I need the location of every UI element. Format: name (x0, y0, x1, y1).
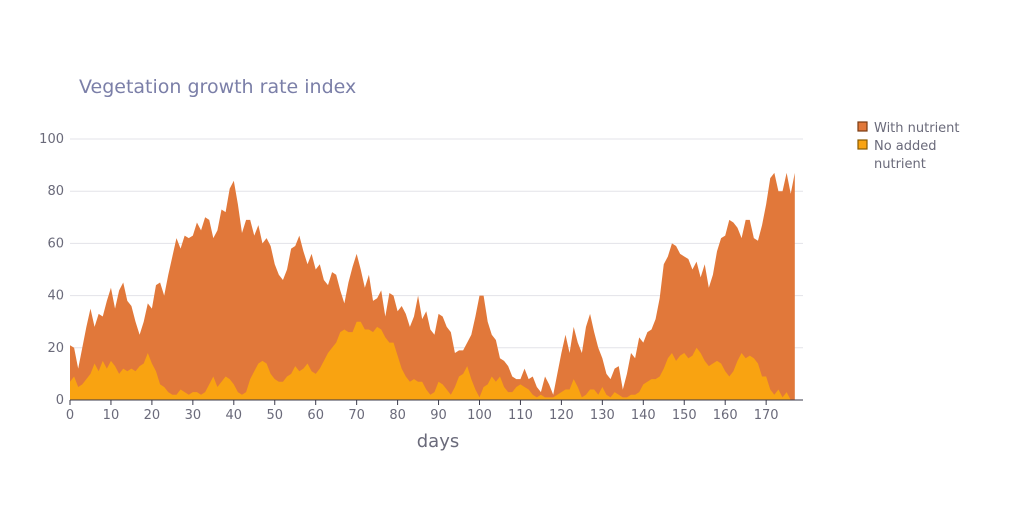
x-axis-title: days (417, 431, 460, 452)
legend-label: No added (874, 139, 937, 154)
area-series-no-added-nutrient[interactable] (70, 321, 795, 400)
axes: 0 20 40 60 80 100 0 10 20 30 40 50 60 70 80 90 100 110 120… (39, 132, 803, 423)
x-tick-label: 150 (672, 408, 697, 423)
legend-label: With nutrient (874, 121, 960, 136)
y-tick-label: 100 (39, 132, 64, 147)
x-tick-label: 60 (307, 408, 324, 423)
x-tick-label: 130 (590, 408, 615, 423)
y-tick-label: 0 (56, 393, 64, 408)
x-tick-label: 140 (631, 408, 656, 423)
y-tick-label: 60 (47, 236, 64, 251)
x-tick-label: 80 (389, 408, 406, 423)
x-tick-label: 30 (185, 408, 202, 423)
x-tick-label: 50 (266, 408, 283, 423)
plot-area (70, 172, 795, 400)
legend-item-with-nutrient[interactable]: With nutrient (857, 121, 960, 136)
x-tick-label: 110 (508, 408, 533, 423)
x-tick-label: 20 (144, 408, 161, 423)
x-tick-label: 70 (348, 408, 365, 423)
x-tick-label: 0 (66, 408, 74, 423)
legend-swatch (857, 121, 868, 132)
y-tick-label: 40 (47, 289, 64, 304)
x-tick-label: 100 (467, 408, 492, 423)
x-tick-label: 120 (549, 408, 574, 423)
x-tick-label: 160 (713, 408, 738, 423)
chart-title: Vegetation growth rate index (79, 76, 356, 98)
x-tick-label: 40 (226, 408, 243, 423)
legend[interactable]: With nutrient No added nutrient (857, 121, 960, 172)
y-tick-label: 80 (47, 184, 64, 199)
y-tick-label: 20 (47, 341, 64, 356)
x-tick-label: 10 (103, 408, 120, 423)
area-series-with-nutrient[interactable] (70, 172, 795, 400)
x-tick-label: 170 (754, 408, 779, 423)
legend-item-no-added-nutrient[interactable]: No added nutrient (857, 139, 937, 172)
x-tick-label: 90 (430, 408, 447, 423)
legend-swatch (857, 139, 868, 150)
legend-label: nutrient (874, 157, 926, 172)
